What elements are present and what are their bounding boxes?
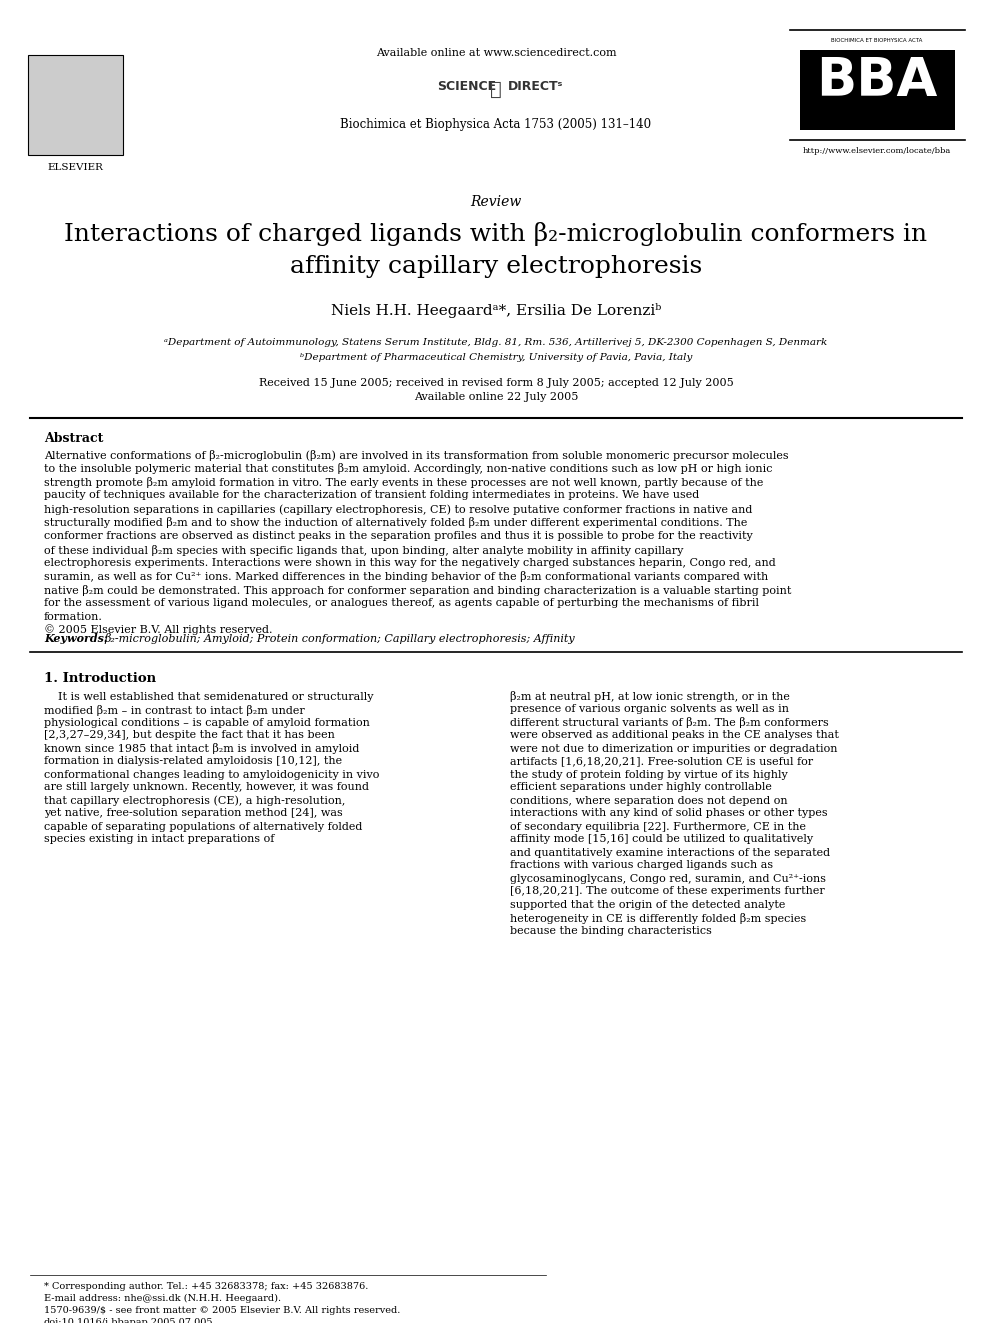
Text: Available online 22 July 2005: Available online 22 July 2005: [414, 392, 578, 402]
Text: conditions, where separation does not depend on: conditions, where separation does not de…: [510, 795, 788, 806]
Text: heterogeneity in CE is differently folded β₂m species: heterogeneity in CE is differently folde…: [510, 913, 806, 923]
Text: strength promote β₂m amyloid formation in vitro. The early events in these proce: strength promote β₂m amyloid formation i…: [44, 478, 764, 488]
Text: SCIENCE: SCIENCE: [436, 79, 496, 93]
Text: different structural variants of β₂m. The β₂m conformers: different structural variants of β₂m. Th…: [510, 717, 828, 729]
Text: ᵇDepartment of Pharmaceutical Chemistry, University of Pavia, Pavia, Italy: ᵇDepartment of Pharmaceutical Chemistry,…: [300, 353, 692, 363]
Text: presence of various organic solvents as well as in: presence of various organic solvents as …: [510, 705, 789, 714]
Text: efficient separations under highly controllable: efficient separations under highly contr…: [510, 782, 772, 792]
Text: were observed as additional peaks in the CE analyses that: were observed as additional peaks in the…: [510, 730, 839, 741]
Text: ᵃDepartment of Autoimmunology, Statens Serum Institute, Bldg. 81, Rm. 536, Artil: ᵃDepartment of Autoimmunology, Statens S…: [165, 337, 827, 347]
Text: conformational changes leading to amyloidogenicity in vivo: conformational changes leading to amyloi…: [44, 770, 379, 779]
Text: Interactions of charged ligands with β₂-microglobulin conformers in: Interactions of charged ligands with β₂-…: [64, 222, 928, 246]
Text: It is well established that semidenatured or structurally: It is well established that semidenature…: [44, 692, 374, 701]
Text: Review: Review: [470, 194, 522, 209]
Text: and quantitatively examine interactions of the separated: and quantitatively examine interactions …: [510, 848, 830, 857]
Text: supported that the origin of the detected analyte: supported that the origin of the detecte…: [510, 900, 786, 909]
Text: artifacts [1,6,18,20,21]. Free-solution CE is useful for: artifacts [1,6,18,20,21]. Free-solution …: [510, 757, 813, 766]
Text: for the assessment of various ligand molecules, or analogues thereof, as agents : for the assessment of various ligand mol…: [44, 598, 759, 609]
Text: to the insoluble polymeric material that constitutes β₂m amyloid. Accordingly, n: to the insoluble polymeric material that…: [44, 463, 773, 475]
Text: capable of separating populations of alternatively folded: capable of separating populations of alt…: [44, 822, 362, 831]
Text: ELSEVIER: ELSEVIER: [47, 163, 103, 172]
Text: were not due to dimerization or impurities or degradation: were not due to dimerization or impuriti…: [510, 744, 837, 754]
Text: affinity capillary electrophoresis: affinity capillary electrophoresis: [290, 255, 702, 278]
Text: high-resolution separations in capillaries (capillary electrophoresis, CE) to re: high-resolution separations in capillari…: [44, 504, 752, 515]
Text: doi:10.1016/j.bbapap.2005.07.005: doi:10.1016/j.bbapap.2005.07.005: [44, 1318, 213, 1323]
Text: affinity mode [15,16] could be utilized to qualitatively: affinity mode [15,16] could be utilized …: [510, 835, 813, 844]
Text: glycosaminoglycans, Congo red, suramin, and Cu²⁺-ions: glycosaminoglycans, Congo red, suramin, …: [510, 873, 826, 884]
Text: yet native, free-solution separation method [24], was: yet native, free-solution separation met…: [44, 808, 343, 819]
Text: Alternative conformations of β₂-microglobulin (β₂m) are involved in its transfor: Alternative conformations of β₂-microglo…: [44, 450, 789, 460]
Text: are still largely unknown. Recently, however, it was found: are still largely unknown. Recently, how…: [44, 782, 369, 792]
Text: formation in dialysis-related amyloidosis [10,12], the: formation in dialysis-related amyloidosi…: [44, 757, 342, 766]
Text: the study of protein folding by virtue of its highly: the study of protein folding by virtue o…: [510, 770, 788, 779]
Text: ⓐ: ⓐ: [490, 79, 502, 99]
Text: conformer fractions are observed as distinct peaks in the separation profiles an: conformer fractions are observed as dist…: [44, 531, 753, 541]
Text: electrophoresis experiments. Interactions were shown in this way for the negativ: electrophoresis experiments. Interaction…: [44, 558, 776, 568]
Text: * Corresponding author. Tel.: +45 32683378; fax: +45 32683876.: * Corresponding author. Tel.: +45 326833…: [44, 1282, 368, 1291]
Text: [2,3,27–29,34], but despite the fact that it has been: [2,3,27–29,34], but despite the fact tha…: [44, 730, 335, 741]
Text: http://www.elsevier.com/locate/bba: http://www.elsevier.com/locate/bba: [803, 147, 951, 155]
Text: Biochimica et Biophysica Acta 1753 (2005) 131–140: Biochimica et Biophysica Acta 1753 (2005…: [340, 118, 652, 131]
Text: native β₂m could be demonstrated. This approach for conformer separation and bin: native β₂m could be demonstrated. This a…: [44, 585, 792, 595]
Text: E-mail address: nhe@ssi.dk (N.H.H. Heegaard).: E-mail address: nhe@ssi.dk (N.H.H. Heega…: [44, 1294, 281, 1303]
Text: of these individual β₂m species with specific ligands that, upon binding, alter : of these individual β₂m species with spe…: [44, 545, 683, 556]
Text: paucity of techniques available for the characterization of transient folding in: paucity of techniques available for the …: [44, 491, 699, 500]
Text: β₂-microglobulin; Amyloid; Protein conformation; Capillary electrophoresis; Affi: β₂-microglobulin; Amyloid; Protein confo…: [104, 634, 574, 644]
Text: structurally modified β₂m and to show the induction of alternatively folded β₂m : structurally modified β₂m and to show th…: [44, 517, 747, 528]
Text: 1. Introduction: 1. Introduction: [44, 672, 156, 684]
Text: BBA: BBA: [816, 56, 937, 107]
Text: Niels H.H. Heegaardᵃ*, Ersilia De Lorenziᵇ: Niels H.H. Heegaardᵃ*, Ersilia De Lorenz…: [330, 303, 662, 318]
Text: because the binding characteristics: because the binding characteristics: [510, 926, 712, 935]
Text: DIRECTˢ: DIRECTˢ: [508, 79, 563, 93]
Text: interactions with any kind of solid phases or other types: interactions with any kind of solid phas…: [510, 808, 827, 819]
Text: of secondary equilibria [22]. Furthermore, CE in the: of secondary equilibria [22]. Furthermor…: [510, 822, 806, 831]
Text: physiological conditions – is capable of amyloid formation: physiological conditions – is capable of…: [44, 717, 370, 728]
Text: formation.
© 2005 Elsevier B.V. All rights reserved.: formation. © 2005 Elsevier B.V. All righ…: [44, 613, 273, 635]
Text: β₂m at neutral pH, at low ionic strength, or in the: β₂m at neutral pH, at low ionic strength…: [510, 692, 790, 703]
Text: modified β₂m – in contrast to intact β₂m under: modified β₂m – in contrast to intact β₂m…: [44, 705, 305, 716]
Text: 1570-9639/$ - see front matter © 2005 Elsevier B.V. All rights reserved.: 1570-9639/$ - see front matter © 2005 El…: [44, 1306, 401, 1315]
Text: that capillary electrophoresis (CE), a high-resolution,: that capillary electrophoresis (CE), a h…: [44, 795, 345, 806]
Text: [6,18,20,21]. The outcome of these experiments further: [6,18,20,21]. The outcome of these exper…: [510, 886, 824, 897]
Text: Received 15 June 2005; received in revised form 8 July 2005; accepted 12 July 20: Received 15 June 2005; received in revis…: [259, 378, 733, 388]
Text: suramin, as well as for Cu²⁺ ions. Marked differences in the binding behavior of: suramin, as well as for Cu²⁺ ions. Marke…: [44, 572, 768, 582]
Text: BIOCHIMICA ET BIOPHYSICA ACTA: BIOCHIMICA ET BIOPHYSICA ACTA: [831, 38, 923, 44]
Text: species existing in intact preparations of: species existing in intact preparations …: [44, 835, 275, 844]
Text: Keywords:: Keywords:: [44, 634, 108, 644]
FancyBboxPatch shape: [28, 56, 123, 155]
FancyBboxPatch shape: [800, 50, 955, 130]
Text: Abstract: Abstract: [44, 433, 103, 445]
Text: known since 1985 that intact β₂m is involved in amyloid: known since 1985 that intact β₂m is invo…: [44, 744, 359, 754]
Text: Available online at www.sciencedirect.com: Available online at www.sciencedirect.co…: [376, 48, 616, 58]
Text: fractions with various charged ligands such as: fractions with various charged ligands s…: [510, 860, 773, 871]
